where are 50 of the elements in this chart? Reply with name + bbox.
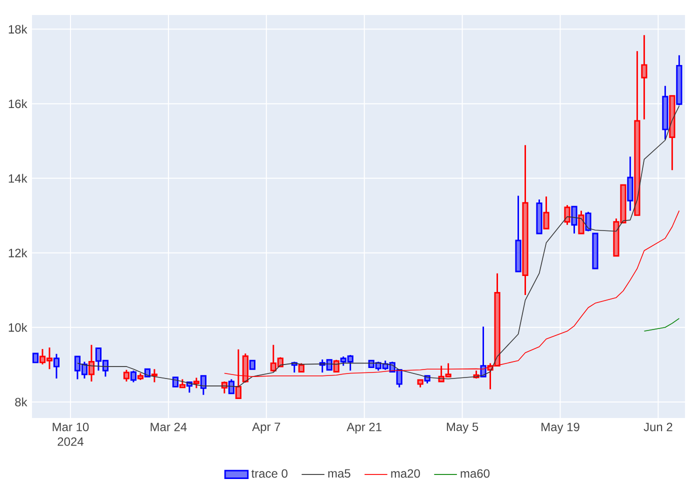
candlestick — [417, 378, 424, 388]
candlestick — [662, 85, 668, 140]
candlestick — [179, 378, 186, 389]
candlestick — [151, 368, 158, 383]
candlestick — [193, 377, 200, 389]
candlestick — [333, 359, 340, 374]
y-tick-label: 8k — [15, 398, 28, 406]
candlestick — [634, 50, 640, 216]
x-tick-label: Apr 21 — [346, 422, 382, 434]
x-tick-label: Jun 2 — [644, 422, 672, 432]
legend-label: ma60 — [460, 469, 490, 478]
candlestick — [669, 95, 676, 171]
y-tick-label: 14k — [8, 174, 28, 183]
candlestick — [676, 54, 682, 106]
candlestick — [627, 156, 634, 212]
candlestick — [571, 206, 578, 234]
candlestick — [137, 372, 144, 381]
candlestick — [53, 353, 60, 380]
candlestick — [515, 195, 522, 272]
candlestick — [200, 375, 206, 396]
y-tick-label: 16k — [8, 99, 28, 108]
candlestick — [522, 144, 528, 296]
y-tick-label: 18k — [8, 24, 28, 34]
candlestick — [144, 368, 150, 378]
candlestick — [592, 232, 598, 270]
candlestick — [172, 376, 178, 388]
candlestick — [228, 378, 234, 395]
candlestick — [543, 196, 550, 230]
candlestick — [249, 359, 256, 370]
line-series — [644, 318, 680, 332]
legend-label: ma5 — [328, 469, 350, 478]
candlestick — [130, 370, 136, 383]
x-tick-label: Apr 7 — [252, 422, 280, 434]
candlestick — [536, 198, 542, 234]
x-tick-label: May 19 — [542, 422, 580, 434]
candlestick — [564, 204, 570, 226]
candlestick — [32, 352, 39, 364]
candlestick — [641, 34, 648, 120]
candlestick — [585, 211, 592, 232]
candlestick — [123, 369, 130, 382]
candlestick — [578, 210, 584, 234]
candlestick — [88, 344, 95, 382]
y-tick-label: 12k — [8, 248, 28, 258]
x-tick-label: Mar 24 — [150, 422, 187, 432]
x-tick-label: May 5 — [446, 422, 478, 434]
legend-label: trace 0 — [251, 469, 288, 478]
x-tick-label: Mar 10 2024 — [52, 422, 89, 446]
candlestick — [298, 362, 304, 373]
legend-label: ma20 — [391, 469, 420, 478]
y-tick-label: 10k — [8, 322, 28, 332]
